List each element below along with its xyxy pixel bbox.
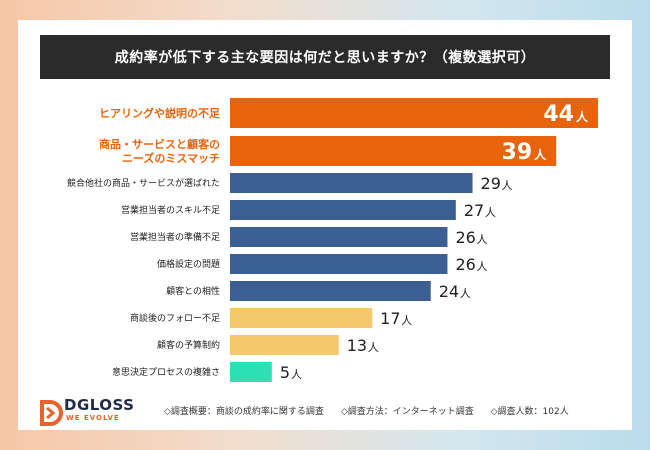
survey-summary-note: ◇調査概要：商談の成約率に関する調査: [164, 407, 324, 417]
value-unit: 人: [534, 147, 547, 162]
bar: [230, 308, 373, 328]
category-label: 競合他社の商品・サービスが選ばれた: [67, 177, 220, 189]
bar: [230, 200, 456, 220]
value-label: 5: [280, 363, 290, 382]
category-label: 顧客との相性: [166, 285, 220, 297]
value-label: 26: [455, 228, 475, 247]
category-label: 営業担当者のスキル不足: [121, 204, 220, 216]
logo-mark-icon: [40, 400, 63, 426]
value-unit: 人: [485, 206, 496, 219]
category-label: 営業担当者の準備不足: [130, 231, 220, 243]
value-label: 29: [481, 174, 501, 193]
category-label: 顧客の予算制約: [157, 339, 220, 351]
value-unit: 人: [368, 341, 379, 354]
bar: [230, 281, 431, 301]
value-label: 27: [464, 201, 484, 220]
chart-card: 成約率が低下する主な要因は何だと思いますか？（複数選択可） ヒアリングや説明の不…: [18, 20, 632, 430]
bar: [230, 173, 473, 193]
category-label: 意思決定プロセスの複雑さ: [112, 366, 220, 378]
footer: DGLOSS WE EVOLVE ◇調査概要：商談の成約率に関する調査 ◇調査方…: [18, 392, 632, 430]
value-unit: 人: [576, 109, 589, 124]
category-label: 価格設定の問題: [157, 258, 220, 270]
bar: [230, 362, 272, 382]
survey-method-note: ◇調査方法：インターネット調査: [340, 407, 474, 417]
category-label: 商品・サービスと顧客のニーズのミスマッチ: [99, 137, 220, 165]
bar: [230, 136, 557, 166]
survey-notes: ◇調査概要：商談の成約率に関する調査 ◇調査方法：インターネット調査 ◇調査人数…: [164, 404, 583, 417]
value-label: 44: [543, 102, 574, 127]
value-unit: 人: [460, 287, 471, 300]
value-label: 39: [502, 140, 533, 165]
bar: [230, 98, 598, 128]
value-label: 13: [347, 336, 367, 355]
value-unit: 人: [476, 233, 487, 246]
company-logo: DGLOSS WE EVOLVE: [36, 396, 156, 428]
value-label: 26: [455, 255, 475, 274]
value-unit: 人: [401, 314, 412, 327]
chart-title: 成約率が低下する主な要因は何だと思いますか？（複数選択可）: [40, 35, 610, 79]
category-label: ヒアリングや説明の不足: [99, 106, 221, 120]
value-unit: 人: [502, 179, 513, 192]
value-label: 17: [380, 309, 400, 328]
logo-text: DGLOSS: [64, 396, 135, 414]
value-unit: 人: [291, 368, 302, 381]
value-unit: 人: [476, 260, 487, 273]
bar: [230, 254, 448, 274]
bar: [230, 227, 448, 247]
bar-chart: ヒアリングや説明の不足 44 人商品・サービスと顧客のニーズのミスマッチ 39 人競合他…: [67, 98, 598, 382]
category-label: 商談後のフォロー不足: [130, 312, 220, 324]
bar: [230, 335, 339, 355]
logo-tagline: WE EVOLVE: [66, 414, 120, 422]
value-label: 24: [439, 282, 459, 301]
survey-count-note: ◇調査人数：102人: [490, 407, 569, 417]
